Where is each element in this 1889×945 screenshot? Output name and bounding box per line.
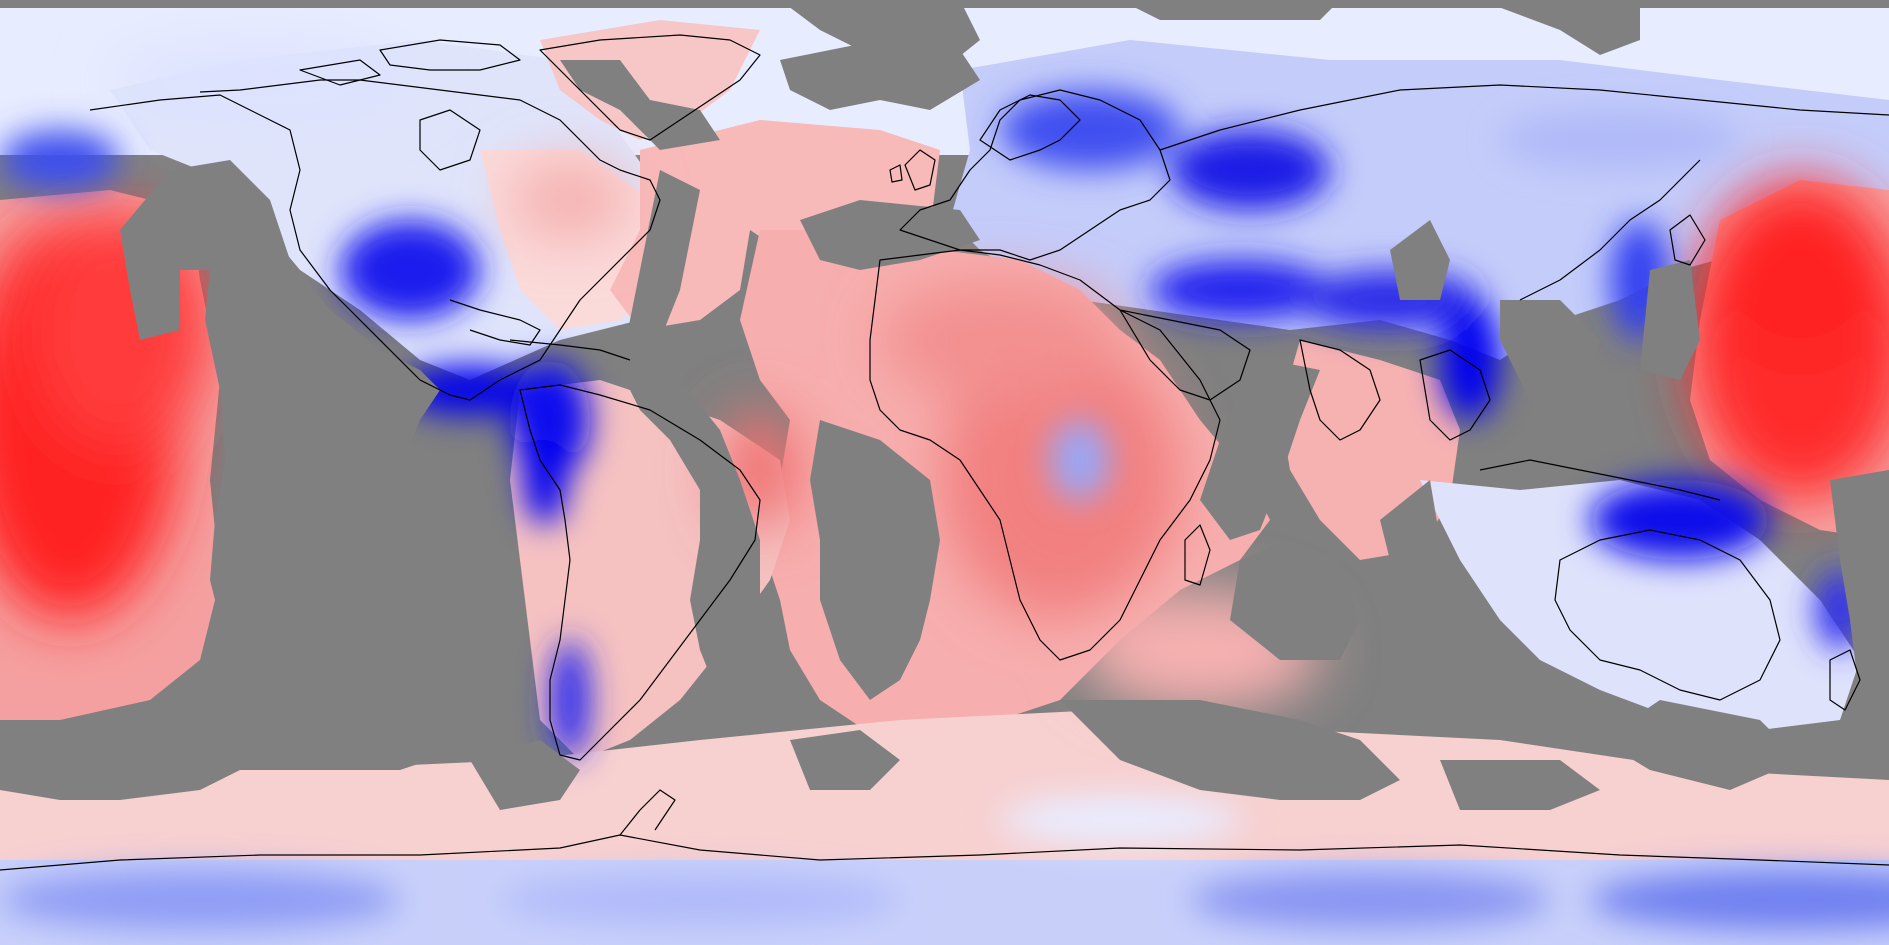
coast-arabia <box>1119 309 1251 401</box>
coast-india <box>1299 339 1381 441</box>
coast-asia-north <box>1159 84 1889 151</box>
coast-australia <box>1554 529 1781 701</box>
north-atlantic-field <box>610 120 940 330</box>
coast-arctic-islands <box>299 39 521 86</box>
coast-indonesia <box>1479 459 1721 501</box>
coast-europe <box>899 89 1171 261</box>
coast-southeast-asia <box>1419 349 1491 441</box>
greenland-field <box>540 20 760 140</box>
anomaly-blobs <box>0 45 1889 710</box>
coast-south-america <box>519 384 761 761</box>
coast-greenland <box>539 34 761 141</box>
coast-british-isles <box>889 149 936 191</box>
coast-north-america <box>89 79 661 401</box>
coast-scandinavia <box>979 94 1081 161</box>
southern-ocean-field <box>0 710 1889 860</box>
coast-madagascar <box>1184 524 1211 586</box>
coast-antarctica <box>0 834 1889 871</box>
coast-east-asia <box>1519 159 1701 301</box>
coast-new-zealand <box>1829 649 1861 711</box>
coastlines <box>0 34 1889 871</box>
coast-gulf-of-mexico <box>449 299 541 346</box>
missing-data-masks <box>560 40 980 150</box>
coast-africa <box>869 249 1221 661</box>
coast-antarctic-peninsula <box>619 789 676 836</box>
coast-hudson-bay <box>419 109 481 171</box>
coast-caribbean <box>509 339 631 361</box>
coast-japan <box>1669 214 1706 266</box>
